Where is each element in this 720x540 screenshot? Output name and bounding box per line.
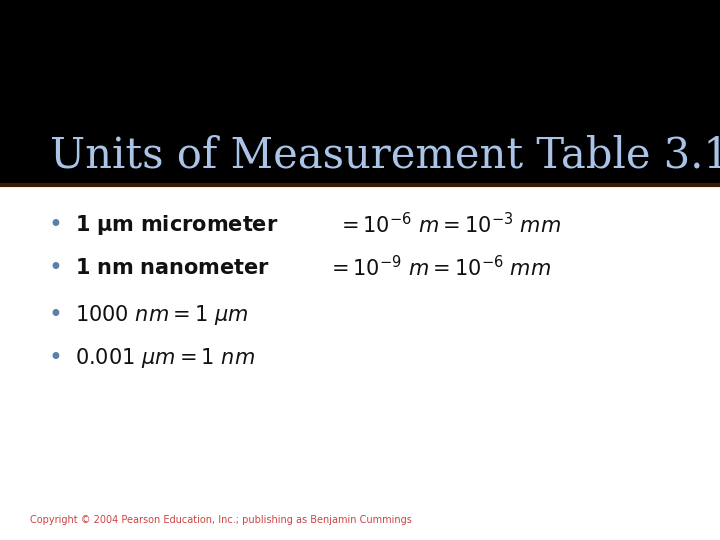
Text: Units of Measurement Table 3.1: Units of Measurement Table 3.1 bbox=[50, 134, 720, 176]
Text: •: • bbox=[48, 303, 62, 327]
Text: $ = 10^{-9}\ m = 10^{-6}\ mm$: $ = 10^{-9}\ m = 10^{-6}\ mm$ bbox=[327, 255, 551, 281]
Bar bbox=[0, 0, 720, 185]
Text: $\mathbf{1\ \mu m\ micrometer}$: $\mathbf{1\ \mu m\ micrometer}$ bbox=[75, 213, 279, 237]
Text: •: • bbox=[48, 346, 62, 370]
Text: $ = 10^{-6}\ m = 10^{-3}\ mm$: $ = 10^{-6}\ m = 10^{-3}\ mm$ bbox=[338, 212, 562, 238]
Text: •: • bbox=[48, 256, 62, 280]
Text: Copyright © 2004 Pearson Education, Inc.; publishing as Benjamin Cummings: Copyright © 2004 Pearson Education, Inc.… bbox=[30, 515, 412, 525]
Bar bbox=[0, 185, 720, 540]
Text: $0.001\ \mu m = 1\ nm$: $0.001\ \mu m = 1\ nm$ bbox=[75, 346, 255, 370]
Text: $\mathbf{1\ nm\ nanometer}$: $\mathbf{1\ nm\ nanometer}$ bbox=[75, 258, 270, 278]
Text: $1000\ nm = 1\ \mu m$: $1000\ nm = 1\ \mu m$ bbox=[75, 303, 248, 327]
Text: •: • bbox=[48, 213, 62, 237]
